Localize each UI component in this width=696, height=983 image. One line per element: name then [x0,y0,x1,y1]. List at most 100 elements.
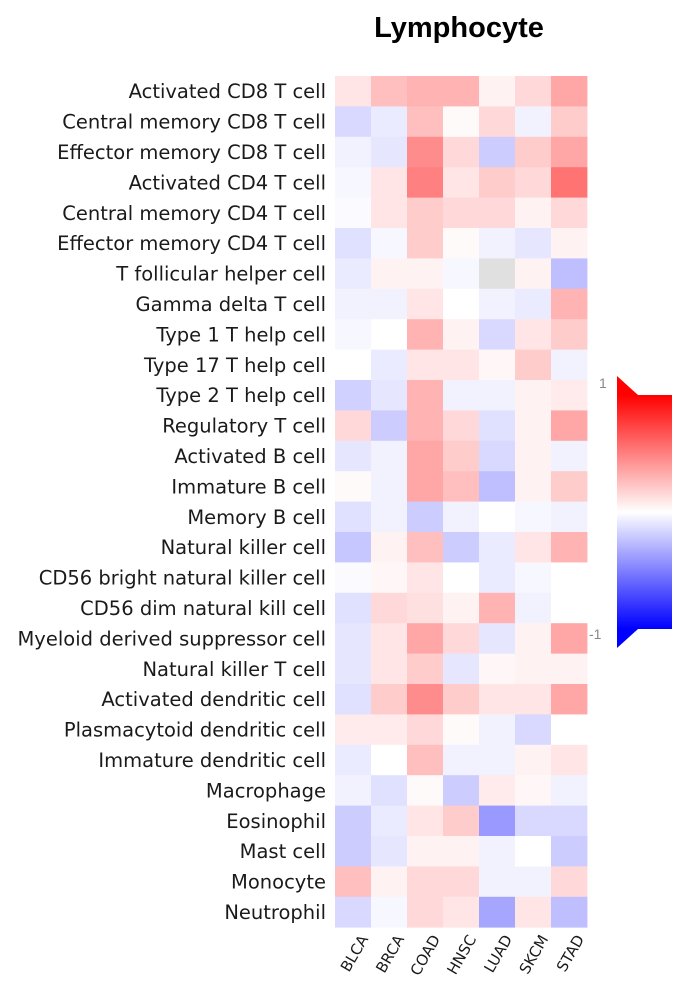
heatmap-cell [479,440,516,472]
heatmap-cell [371,805,408,837]
row-labels: Activated CD8 T cell Central memory CD8 T… [17,80,326,924]
heatmap-cell [479,380,516,411]
heatmap-cell [551,714,588,746]
heatmap-cell [443,714,480,746]
heatmap-cell [479,197,516,229]
heatmap-cell [371,714,408,746]
heatmap-cell [443,319,480,350]
heatmap-cell [335,623,372,654]
row-label: CD56 bright natural killer cell [39,567,326,590]
heatmap-cell [407,136,444,168]
column-label: SKCM [516,932,553,977]
heatmap-cell [407,228,444,259]
heatmap-cell [371,410,408,442]
heatmap-cell [371,653,408,685]
heatmap-cell [479,866,516,898]
heatmap-cell [515,896,552,928]
heatmap-cell [479,501,516,533]
row-label: Type 1 T help cell [155,323,326,346]
heatmap-cell [515,623,552,654]
heatmap-cell [335,167,372,198]
heatmap-cell [407,76,444,107]
heatmap-cell [443,744,480,776]
heatmap-cell [479,410,516,442]
row-label: Gamma delta T cell [136,293,326,316]
heatmap-cell [335,714,372,746]
heatmap-cell [407,197,444,229]
heatmap-cell [551,76,588,107]
heatmap-cell [551,471,588,502]
heatmap-cell [551,228,588,259]
heatmap-cell [407,836,444,867]
heatmap-cell [443,167,480,198]
heatmap-cell [371,258,408,290]
heatmap-cell [335,805,372,837]
heatmap-cell [515,532,552,563]
heatmap-cell [371,562,408,594]
heatmap-cell [551,167,588,198]
heatmap-cell [479,775,516,806]
heatmap-cell [443,896,480,928]
heatmap-cell [479,836,516,867]
heatmap-cell [515,106,552,138]
heatmap-cell [551,288,588,320]
heatmap-cell [443,440,480,472]
column-label: BRCA [372,931,408,976]
heatmap-cell [407,471,444,502]
heatmap-cell [551,440,588,472]
heatmap-cell [335,319,372,350]
heatmap-cell [335,76,372,107]
heatmap-cell [551,684,588,715]
row-label: Regulatory T cell [162,415,326,438]
heatmap-cell [551,836,588,867]
heatmap-cell [371,197,408,229]
heatmap-cell [407,288,444,320]
heatmap-cell [443,684,480,715]
heatmap-cell [515,319,552,350]
heatmap-cell [551,258,588,290]
row-label: Monocyte [231,871,326,894]
column-label: BLCA [337,931,373,975]
heatmap-cell [371,288,408,320]
heatmap-cell [551,501,588,533]
heatmap-cell [551,106,588,138]
heatmap-cell [515,471,552,502]
heatmap-cell [407,896,444,928]
heatmap-cell [443,228,480,259]
heatmap-cell [479,349,516,381]
heatmap-cell [443,653,480,685]
heatmap-cell [335,684,372,715]
heatmap-cell [407,532,444,563]
row-label: Effector memory CD4 T cell [57,232,326,255]
heatmap-cell [335,228,372,259]
heatmap-cell [371,228,408,259]
heatmap-cell [407,805,444,837]
heatmap-cell [515,562,552,594]
column-label: STAD [553,932,588,975]
heatmap-cell [335,532,372,563]
heatmap-cell [515,501,552,533]
heatmap-cell [443,380,480,411]
heatmap-cell [515,258,552,290]
heatmap-cell [515,288,552,320]
column-label: LUAD [480,932,516,976]
heatmap-cell [335,471,372,502]
row-label: Effector memory CD8 T cell [57,141,326,164]
heatmap-cell [371,76,408,107]
heatmap-cell [407,319,444,350]
heatmap-cell [515,684,552,715]
heatmap-cell [335,775,372,806]
heatmap-cell [371,532,408,563]
heatmap-cell [515,349,552,381]
heatmap-cell [443,836,480,867]
heatmap-cell [515,136,552,168]
heatmap-cell [335,258,372,290]
heatmap-cell [371,167,408,198]
heatmap-cell [443,866,480,898]
row-label: Natural killer T cell [142,658,326,681]
heatmap-cell [479,258,516,290]
heatmap-cell [407,380,444,411]
heatmap-cell [515,380,552,411]
heatmap-cell [515,197,552,229]
